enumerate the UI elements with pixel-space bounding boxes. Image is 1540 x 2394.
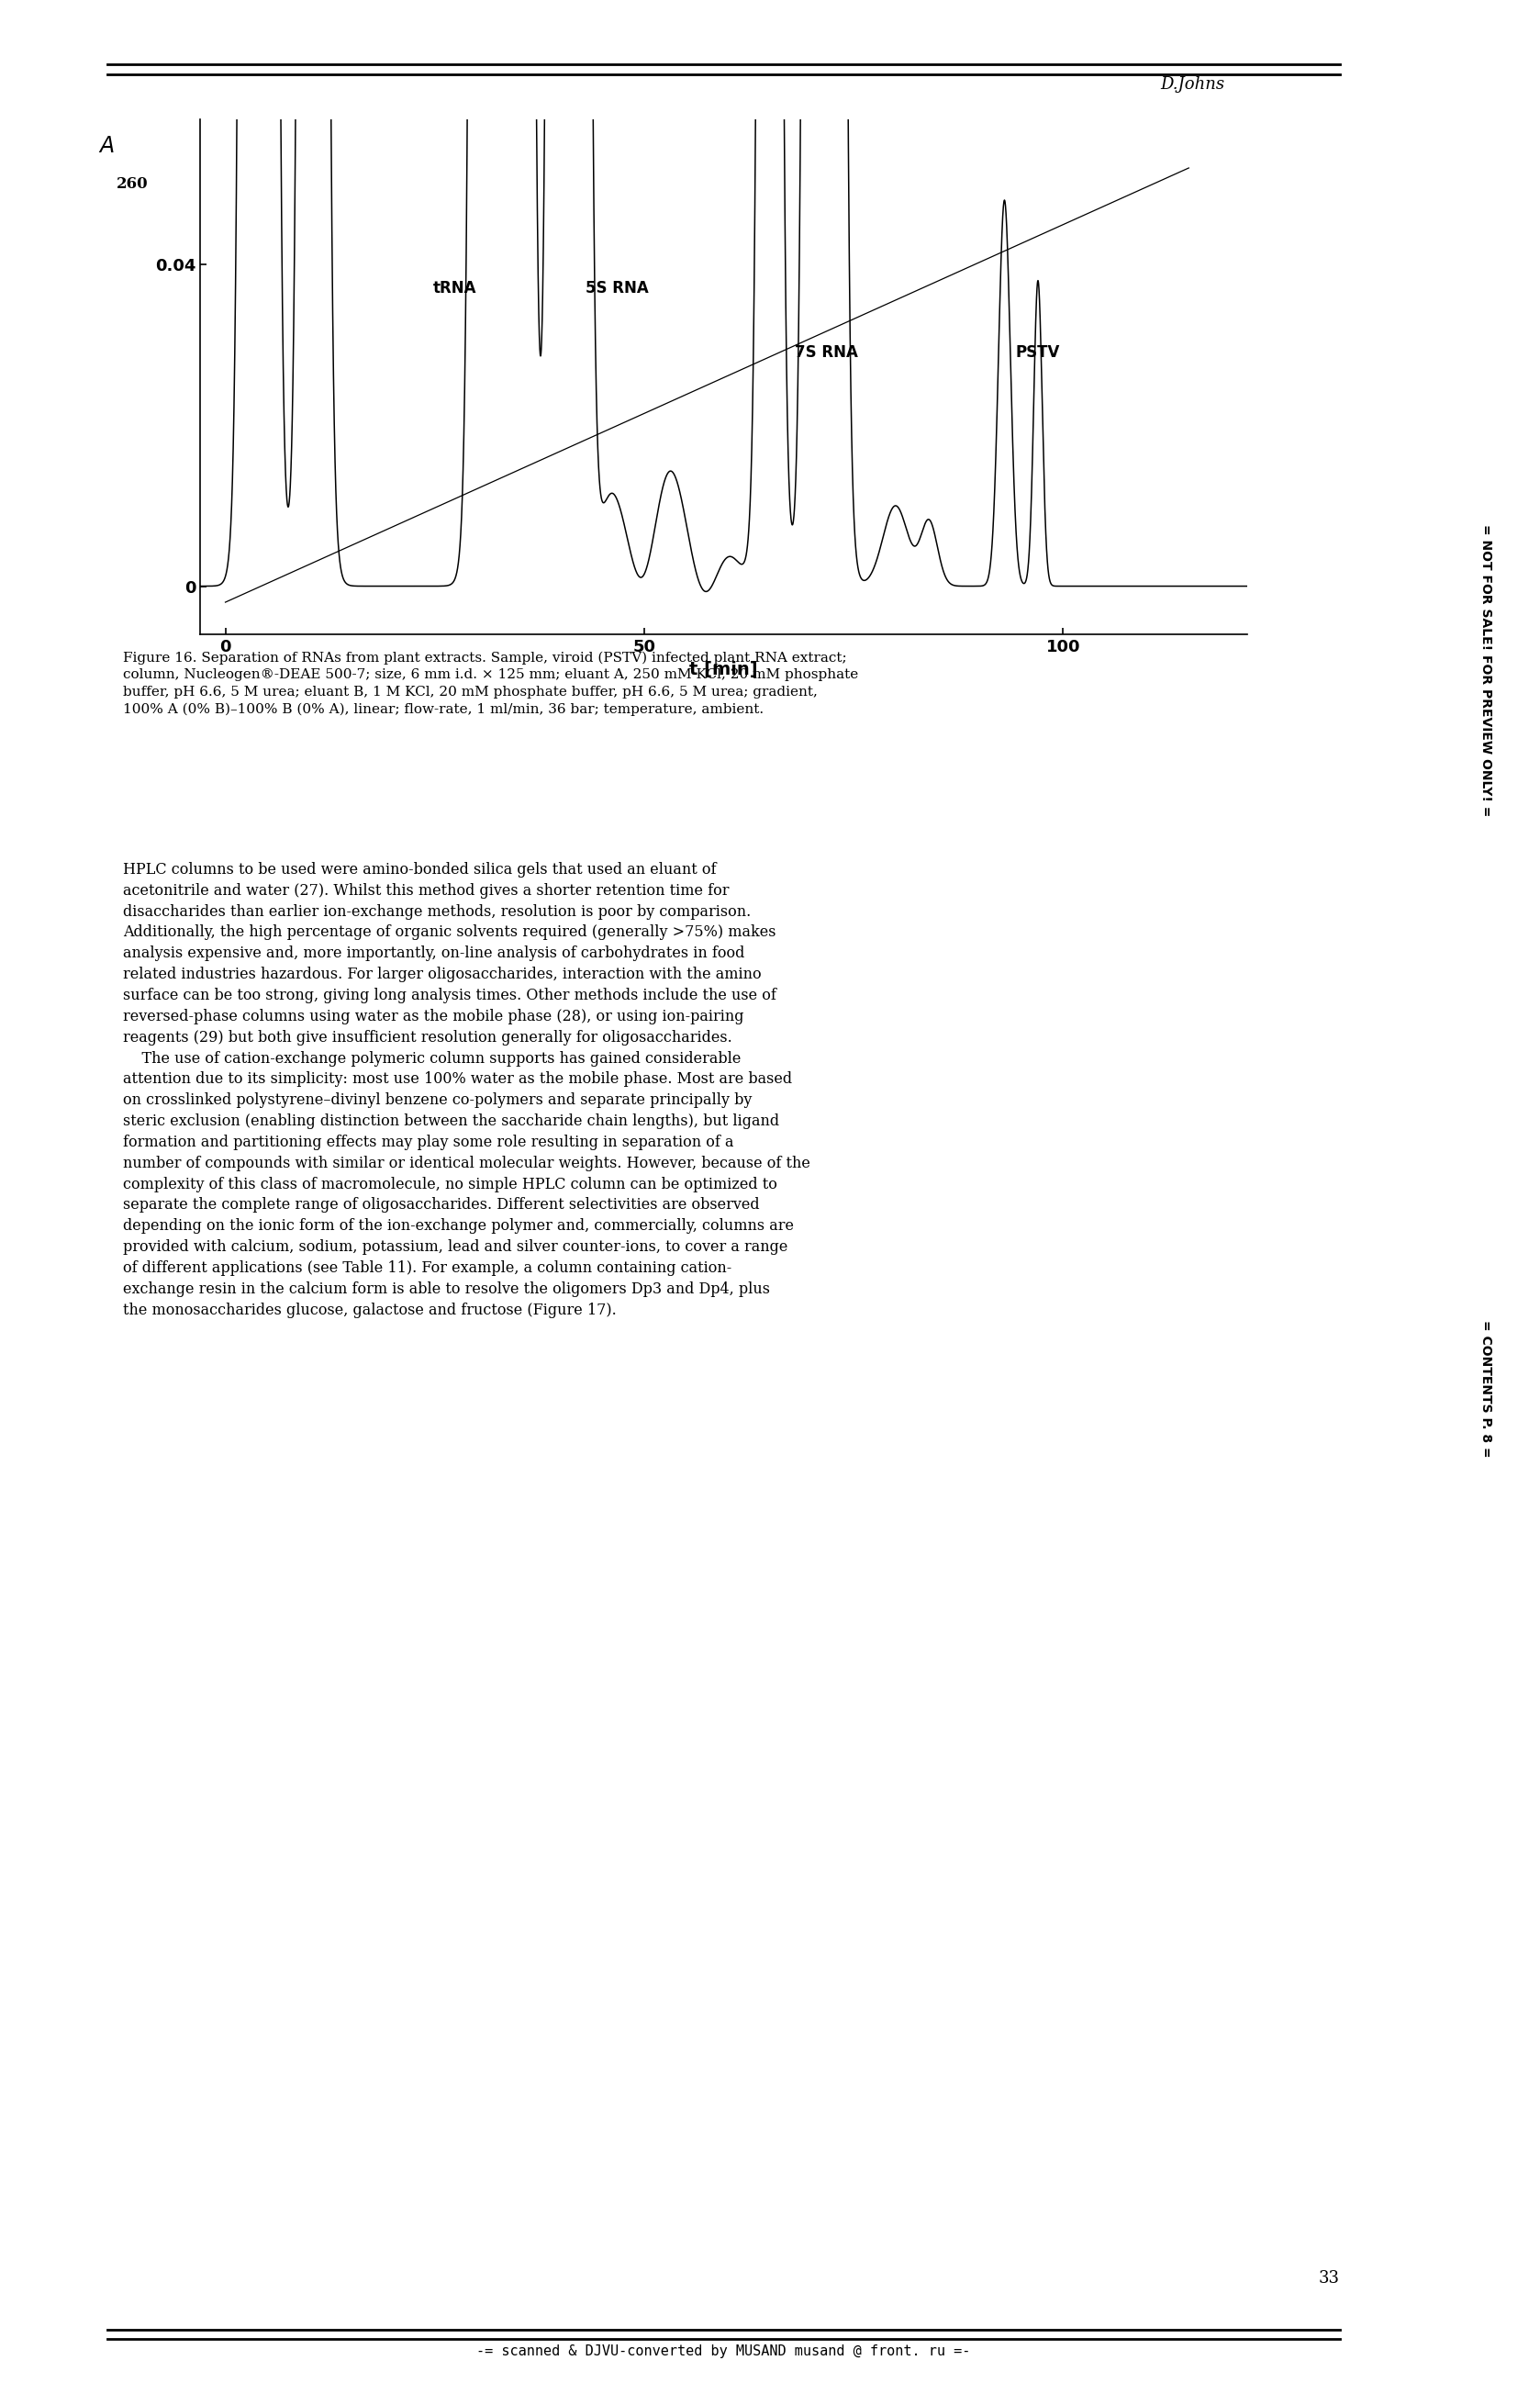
Text: = NOT FOR SALE! FOR PREVIEW ONLY! =: = NOT FOR SALE! FOR PREVIEW ONLY! = xyxy=(1480,524,1492,816)
Text: PSTV: PSTV xyxy=(1016,345,1060,361)
X-axis label: t [min]: t [min] xyxy=(690,661,758,678)
Text: $A$: $A$ xyxy=(97,134,114,158)
Text: tRNA: tRNA xyxy=(433,280,477,297)
Text: Figure 16. Separation of RNAs from plant extracts. Sample, viroid (PSTV) infecte: Figure 16. Separation of RNAs from plant… xyxy=(123,651,859,716)
Text: 33: 33 xyxy=(1318,2270,1340,2286)
Text: 5S RNA: 5S RNA xyxy=(585,280,648,297)
Text: 7S RNA: 7S RNA xyxy=(795,345,858,361)
Text: = CONTENTS P. 8 =: = CONTENTS P. 8 = xyxy=(1480,1319,1492,1458)
Text: HPLC columns to be used were amino-bonded silica gels that used an eluant of
ace: HPLC columns to be used were amino-bonde… xyxy=(123,862,810,1319)
Text: 260: 260 xyxy=(115,177,148,192)
Text: D.Johns: D.Johns xyxy=(1160,77,1224,93)
Text: -= scanned & DJVU-converted by MUSAND musand @ front. ru =-: -= scanned & DJVU-converted by MUSAND mu… xyxy=(477,2344,970,2358)
